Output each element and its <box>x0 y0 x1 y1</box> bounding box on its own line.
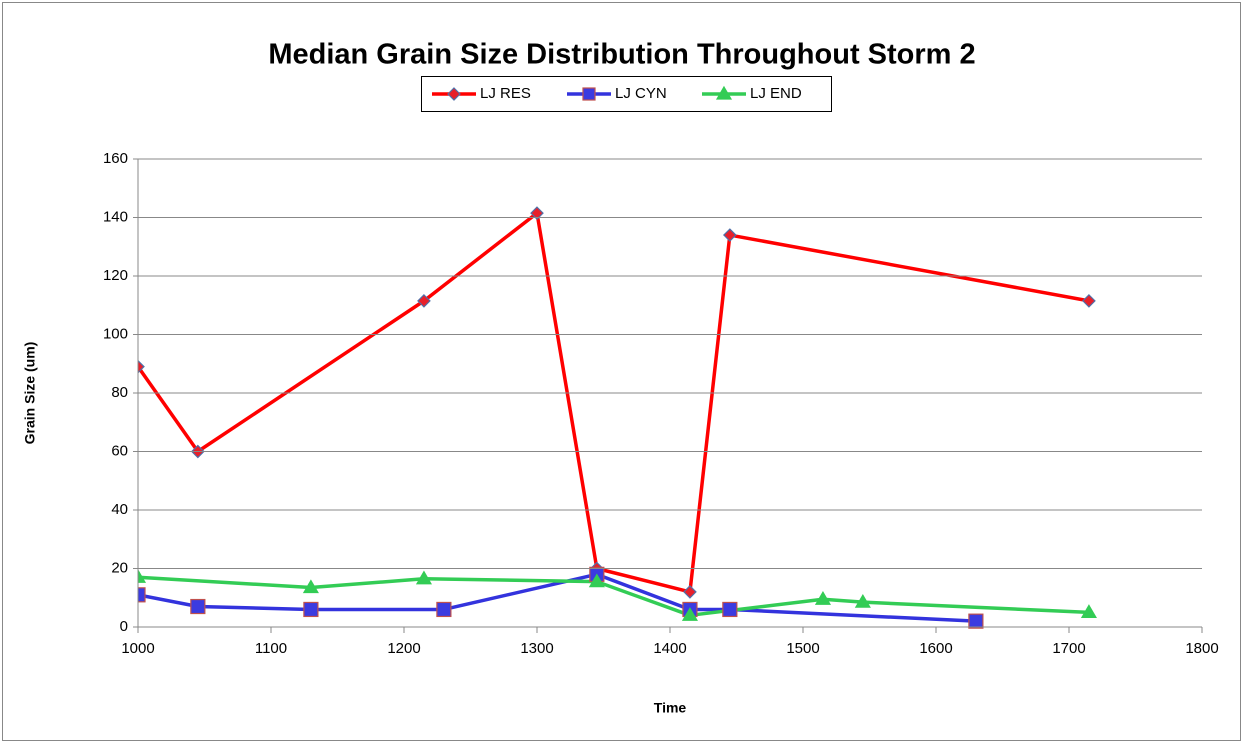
marker <box>190 598 206 615</box>
series-line <box>138 575 1090 618</box>
marker <box>138 359 145 374</box>
marker <box>1080 604 1097 618</box>
y-tick-label: 40 <box>111 501 128 518</box>
y-tick-label: 0 <box>120 618 128 635</box>
marker <box>436 601 452 618</box>
legend-label: LJ RES <box>480 85 531 102</box>
marker <box>138 569 147 583</box>
x-tick-label: 1300 <box>520 640 553 657</box>
legend-label: LJ CYN <box>615 85 667 102</box>
marker <box>723 228 737 242</box>
y-tick-label: 100 <box>103 325 128 342</box>
marker <box>417 294 431 308</box>
marker <box>447 87 461 101</box>
x-tick-label: 1200 <box>387 640 420 657</box>
marker <box>582 87 596 101</box>
marker <box>681 607 698 621</box>
y-tick-label: 20 <box>111 559 128 576</box>
marker <box>715 85 733 100</box>
marker <box>588 573 605 588</box>
marker <box>854 593 871 608</box>
marker <box>968 613 984 629</box>
legend-label: LJ END <box>750 85 802 102</box>
marker <box>814 591 831 605</box>
x-tick-label: 1500 <box>786 640 819 657</box>
x-tick-label: 1100 <box>255 640 287 657</box>
x-tick-label: 1600 <box>919 640 952 657</box>
x-tick-label: 1800 <box>1185 640 1218 657</box>
y-tick-label: 160 <box>103 150 128 167</box>
marker <box>302 579 319 594</box>
legend <box>421 76 832 112</box>
chart-title: Median Grain Size Distribution Throughou… <box>268 39 975 71</box>
marker <box>1082 294 1096 308</box>
y-tick-label: 80 <box>111 384 128 401</box>
marker <box>530 206 544 220</box>
y-tick-label: 60 <box>111 442 128 459</box>
x-tick-label: 1700 <box>1052 640 1085 657</box>
y-tick-label: 140 <box>103 208 128 225</box>
x-tick-label: 1400 <box>653 640 686 657</box>
series-line <box>138 211 1090 594</box>
marker <box>303 601 319 618</box>
y-tick-label: 120 <box>103 267 128 284</box>
x-axis-title: Time <box>654 700 687 716</box>
marker <box>722 601 738 618</box>
y-axis-title: Grain Size (um) <box>22 342 38 445</box>
marker <box>138 587 146 603</box>
marker <box>415 570 432 585</box>
marker <box>683 585 697 599</box>
x-tick-label: 1000 <box>121 640 154 657</box>
